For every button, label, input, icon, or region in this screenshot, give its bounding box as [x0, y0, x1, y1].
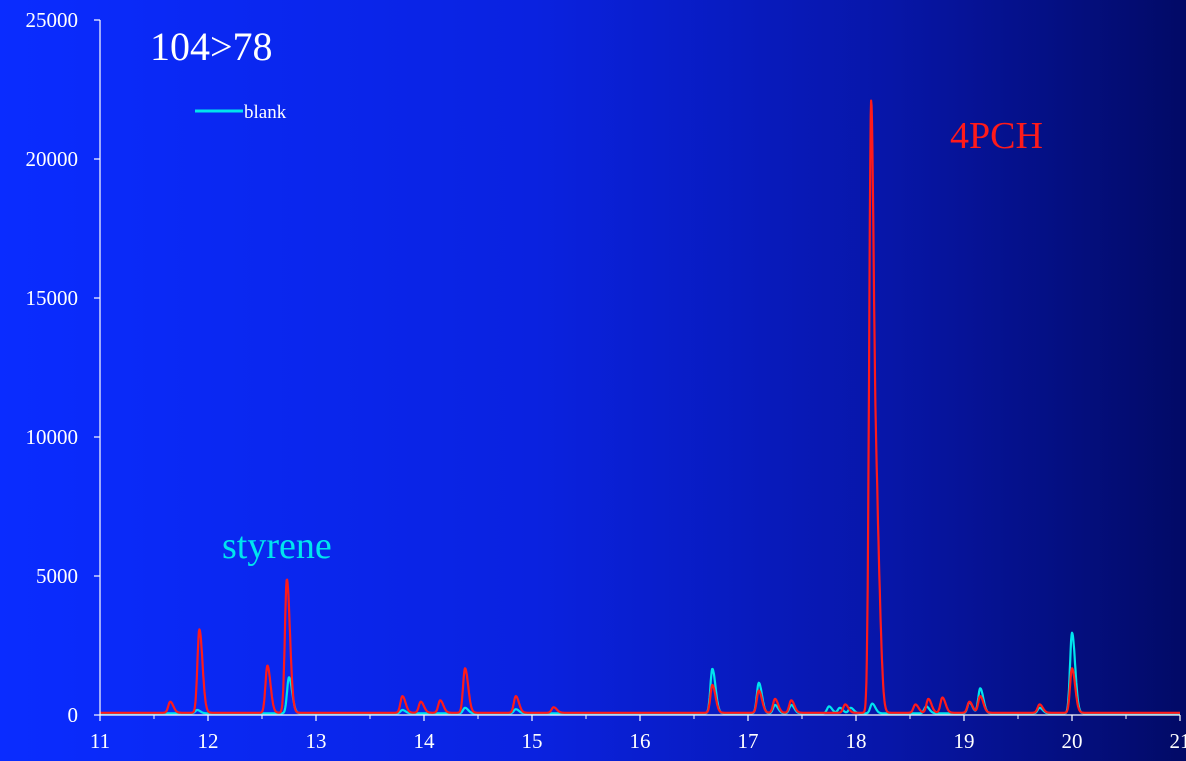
- x-tick-label: 17: [738, 729, 759, 753]
- x-tick-label: 20: [1062, 729, 1083, 753]
- y-tick-label: 0: [68, 703, 79, 727]
- x-tick-label: 12: [198, 729, 219, 753]
- y-tick-label: 15000: [26, 286, 79, 310]
- x-tick-label: 11: [90, 729, 110, 753]
- chart-title: 104>78: [150, 24, 273, 69]
- y-tick-label: 25000: [26, 8, 79, 32]
- x-tick-label: 16: [630, 729, 651, 753]
- series-line-blank: [99, 631, 1181, 715]
- x-tick-label: 19: [954, 729, 975, 753]
- y-tick-label: 10000: [26, 425, 79, 449]
- annotation-4pch: 4PCH: [950, 115, 1043, 157]
- annotation-styrene: styrene: [222, 525, 332, 567]
- x-tick-label: 15: [522, 729, 543, 753]
- legend-label-blank: blank: [244, 102, 287, 123]
- x-tick-label: 21: [1170, 729, 1186, 753]
- y-tick-label: 20000: [26, 147, 79, 171]
- series-line-series-2: [99, 99, 1181, 714]
- y-tick-label: 5000: [36, 564, 78, 588]
- x-tick-label: 14: [414, 729, 436, 753]
- x-tick-label: 13: [306, 729, 327, 753]
- series-layer: [99, 99, 1181, 715]
- x-tick-label: 18: [846, 729, 867, 753]
- axes-layer: 0 5000 10000 15000 20000 25000 11 12 13 14 15 16 17 1…: [26, 8, 1186, 753]
- legend: blank: [195, 102, 287, 123]
